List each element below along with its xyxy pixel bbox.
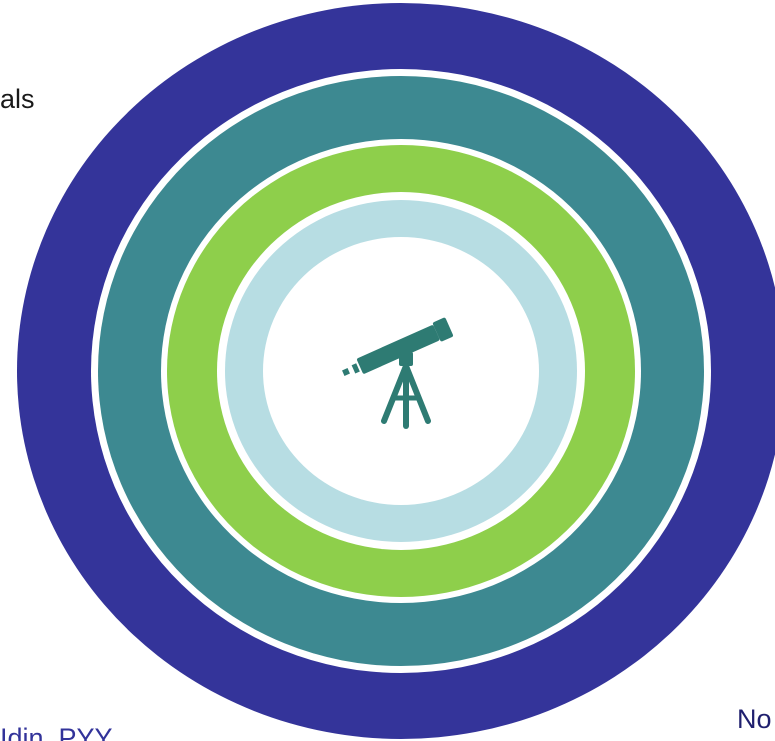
bottom-left-label: Idin, PYY — [0, 723, 113, 741]
telescope-icon — [342, 317, 453, 429]
bottom-right-label: No — [737, 704, 772, 734]
top-left-label: als — [0, 84, 35, 114]
